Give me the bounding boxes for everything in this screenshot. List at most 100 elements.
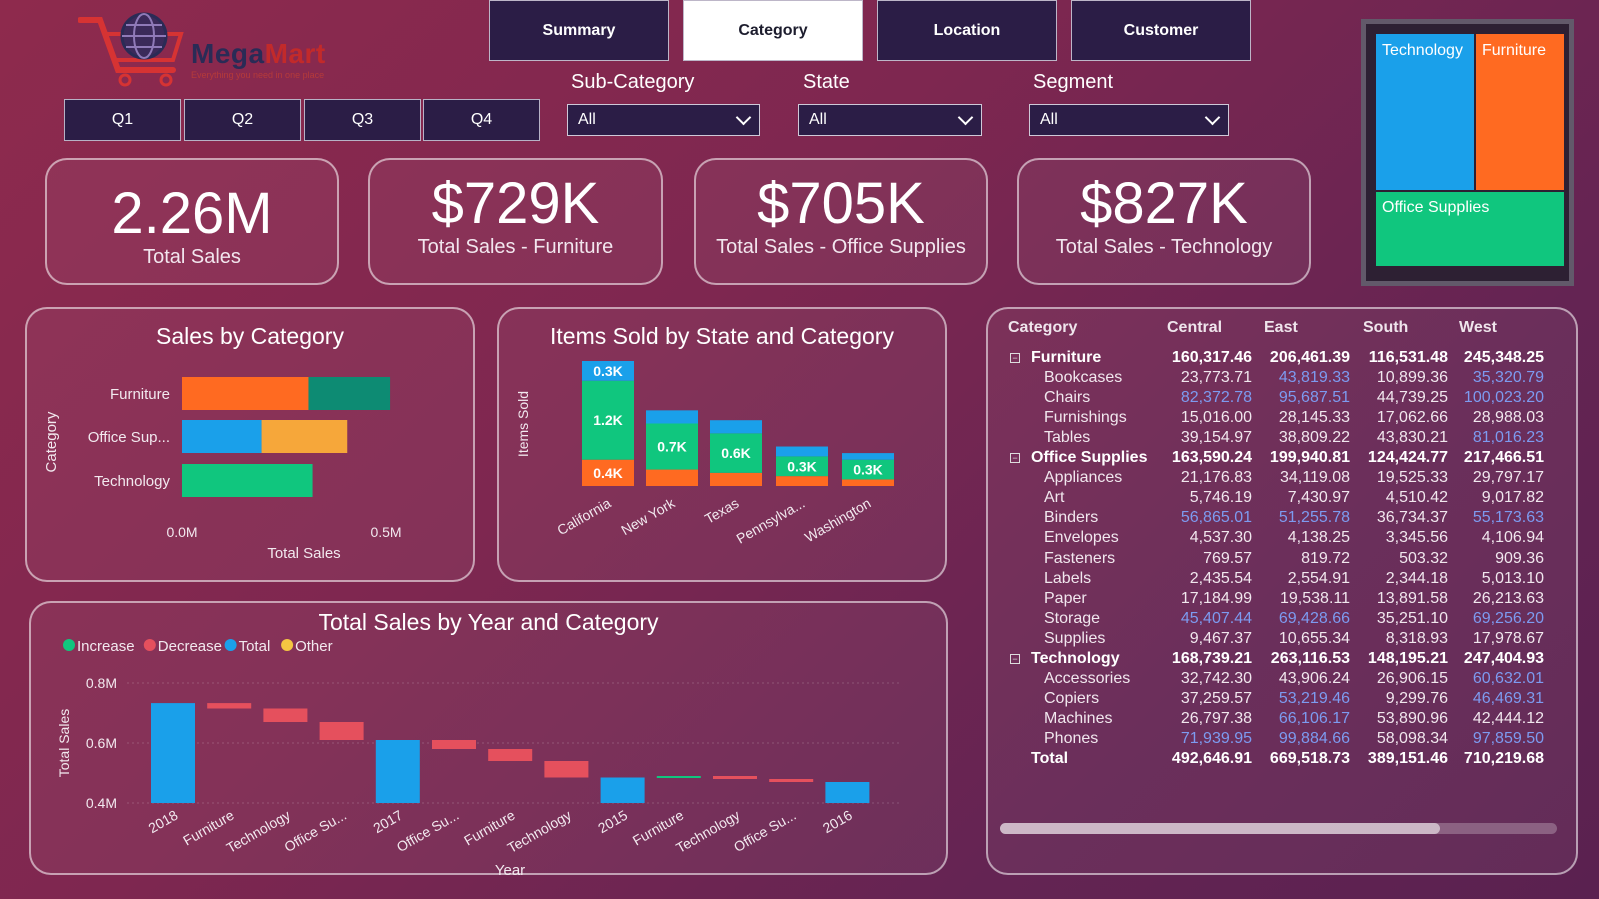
- x-tick-label: Technology: [224, 807, 293, 856]
- chart-title: Items Sold by State and Category: [550, 323, 894, 349]
- state-bar-segment: [776, 446, 828, 457]
- segment-dropdown[interactable]: All: [1029, 104, 1229, 136]
- brand-name: MegaMart: [191, 38, 326, 70]
- sales-by-category-chart: Furniture Office Sup... Technology 0.0M 0.5M…: [43, 377, 402, 562]
- state-bar-segment: [646, 410, 698, 424]
- segment-dropdown-value: All: [1040, 111, 1058, 128]
- data-label: 0.6K: [721, 445, 751, 461]
- data-label: 0.7K: [657, 439, 687, 455]
- x-tick-label: 2016: [820, 807, 855, 837]
- brand-tagline: Everything you need in one place: [191, 70, 325, 80]
- matrix-horizontal-scrollbar[interactable]: [1000, 823, 1557, 834]
- kpi-label: Total Sales - Office Supplies: [716, 236, 966, 258]
- brand-name-part2: Mart: [264, 38, 326, 69]
- megamart-logo: MegaMart Everything you need in one plac…: [78, 12, 368, 87]
- state-dropdown[interactable]: All: [798, 104, 982, 136]
- state-bar-segment: [582, 380, 634, 460]
- state-bar-segment: [646, 469, 698, 486]
- state-dropdown-value: All: [809, 111, 827, 128]
- data-label: 0.3K: [787, 458, 817, 474]
- state-tick-label: California: [554, 495, 613, 539]
- state-filter-label: State: [803, 71, 850, 93]
- scrollbar-thumb[interactable]: [1000, 823, 1440, 834]
- x-tick-label: 0.0M: [166, 524, 197, 540]
- chevron-down-icon: [957, 109, 974, 125]
- legend-label: Other: [295, 638, 333, 655]
- treemap-tile-label: Furniture: [1482, 42, 1547, 59]
- region-matrix-card: [986, 307, 1578, 875]
- x-tick-label: 2018: [146, 807, 181, 837]
- state-bar-segment: [776, 476, 828, 486]
- state-bar-segment: [710, 420, 762, 434]
- state-tick-label: New York: [618, 494, 678, 538]
- x-axis-label: Total Sales: [267, 545, 340, 562]
- category-bar-segment: [182, 377, 309, 410]
- x-tick-label: 0.5M: [370, 524, 401, 540]
- kpi-label: Total Sales - Technology: [1055, 236, 1273, 258]
- kpi-office-supplies-sales: $705K Total Sales - Office Supplies: [694, 158, 988, 285]
- kpi-label: Total Sales: [143, 246, 241, 268]
- waterfall-bar: [544, 761, 589, 778]
- category-tick-label: Technology: [94, 473, 170, 490]
- quarter-q1-button[interactable]: Q1: [64, 99, 181, 141]
- state-tick-label: Washington: [802, 495, 874, 546]
- kpi-furniture-sales: $729K Total Sales - Furniture: [368, 158, 663, 285]
- quarter-q3-button[interactable]: Q3: [304, 99, 421, 141]
- x-tick-label: Technology: [673, 807, 742, 856]
- legend-dot: [143, 639, 156, 651]
- treemap-tile-office-supplies[interactable]: Office Supplies: [1376, 192, 1564, 266]
- data-label: 0.4K: [593, 465, 623, 481]
- waterfall-bar: [656, 776, 701, 778]
- nav-customer-button[interactable]: Customer: [1071, 0, 1251, 61]
- state-bar-segment: [646, 423, 698, 470]
- kpi-label: Total Sales - Furniture: [417, 236, 614, 258]
- category-bar-segment: [261, 420, 348, 453]
- brand-name-part1: Mega: [191, 38, 265, 69]
- x-tick-label: Office Su...: [731, 807, 799, 855]
- state-bar-segment: [842, 459, 894, 480]
- subcategory-filter-label: Sub-Category: [571, 71, 695, 93]
- kpi-value: 2.26M: [111, 181, 273, 246]
- y-axis-label: Category: [43, 411, 60, 472]
- legend-dot: [281, 639, 294, 651]
- waterfall-bar: [263, 708, 308, 722]
- sales-by-year-chart: Increase Decrease Total Other 0.4M 0.6M 0.8M To…: [56, 638, 901, 879]
- nav-category-button[interactable]: Category: [683, 0, 863, 61]
- kpi-total-sales: 2.26M Total Sales: [45, 158, 339, 285]
- x-axis-label: Year: [495, 862, 525, 879]
- quarter-q4-button[interactable]: Q4: [423, 99, 540, 141]
- category-bar-segment: [182, 464, 313, 497]
- waterfall-bar: [207, 703, 252, 709]
- y-axis-label: Items Sold: [515, 391, 531, 457]
- legend-label: Total: [239, 638, 271, 655]
- state-tick-label: Pennsylva...: [733, 495, 807, 547]
- category-bar-segment: [308, 377, 391, 410]
- category-tick-label: Furniture: [110, 386, 170, 403]
- treemap-tile-furniture[interactable]: Furniture: [1476, 34, 1564, 190]
- kpi-technology-sales: $827K Total Sales - Technology: [1017, 158, 1311, 285]
- waterfall-bar: [488, 749, 533, 761]
- sales-by-year-card: Total Sales by Year and Category Increas…: [29, 601, 948, 879]
- waterfall-bar: [600, 777, 645, 803]
- x-tick-label: Office Su...: [281, 807, 349, 855]
- chevron-down-icon: [1204, 109, 1221, 125]
- y-tick-label: 0.4M: [86, 795, 117, 811]
- kpi-value: $827K: [1080, 171, 1248, 236]
- chart-title: Sales by Category: [156, 323, 344, 349]
- nav-location-button[interactable]: Location: [877, 0, 1057, 61]
- legend-dot: [224, 639, 237, 651]
- nav-summary-button[interactable]: Summary: [489, 0, 669, 61]
- subcategory-dropdown[interactable]: All: [567, 104, 760, 136]
- state-bar-segment: [582, 459, 634, 486]
- data-label: 0.3K: [593, 363, 623, 379]
- treemap-tile-technology[interactable]: Technology: [1376, 34, 1474, 190]
- y-tick-label: 0.8M: [86, 675, 117, 691]
- x-tick-label: Technology: [505, 807, 574, 856]
- items-sold-card: Items Sold by State and Category 0.4K 1.2…: [497, 307, 947, 582]
- waterfall-bar: [825, 782, 870, 803]
- state-bar-segment: [710, 433, 762, 473]
- cart-globe-icon: [78, 12, 184, 87]
- quarter-q2-button[interactable]: Q2: [184, 99, 301, 141]
- state-tick-label: Texas: [702, 495, 742, 527]
- subcategory-dropdown-value: All: [578, 111, 596, 128]
